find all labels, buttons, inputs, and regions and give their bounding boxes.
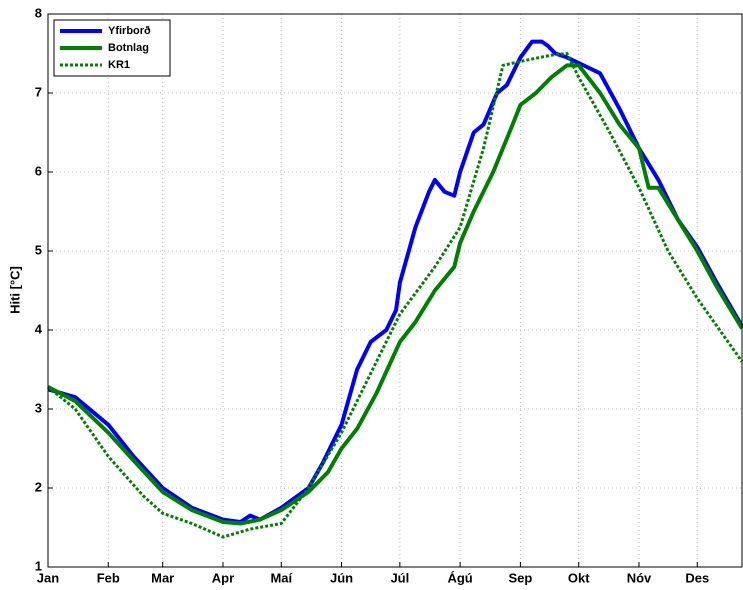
x-tick-label: Maí [270, 570, 292, 585]
legend-label: Yfirborð [108, 25, 151, 37]
y-axis-label: Hiti [°C] [7, 266, 22, 314]
y-tick-label: 5 [35, 242, 42, 257]
y-tick-label: 2 [35, 479, 42, 494]
x-tick-label: Apr [212, 570, 234, 585]
line-series [47, 39, 743, 524]
y-tick-label: 8 [35, 5, 42, 20]
legend-label: KR1 [108, 59, 130, 71]
x-tick-label: Ágú [447, 570, 472, 585]
x-tick-label: Jún [330, 570, 353, 585]
x-tick-label: Mar [151, 570, 174, 585]
plot-area [48, 14, 742, 567]
x-tick-label: Júl [390, 570, 409, 585]
legend: Yfirborð Botnlag KR1 [53, 19, 171, 77]
x-tick-label: Nóv [627, 570, 652, 585]
x-tick-label: Jan [37, 570, 59, 585]
line-series [47, 52, 743, 539]
plot-frame [47, 13, 743, 568]
y-tick-label: 1 [35, 558, 42, 573]
x-tick-label: Feb [97, 570, 120, 585]
y-tick-label: 6 [35, 163, 42, 178]
legend-label: Botnlag [108, 42, 149, 54]
y-tick-label: 3 [35, 400, 42, 415]
line-series [47, 63, 743, 526]
x-tick-label: Okt [568, 570, 590, 585]
y-tick-label: 4 [35, 321, 43, 336]
y-tick-label: 7 [35, 84, 42, 99]
x-tick-label: Des [685, 570, 709, 585]
x-tick-label: Sep [508, 570, 532, 585]
